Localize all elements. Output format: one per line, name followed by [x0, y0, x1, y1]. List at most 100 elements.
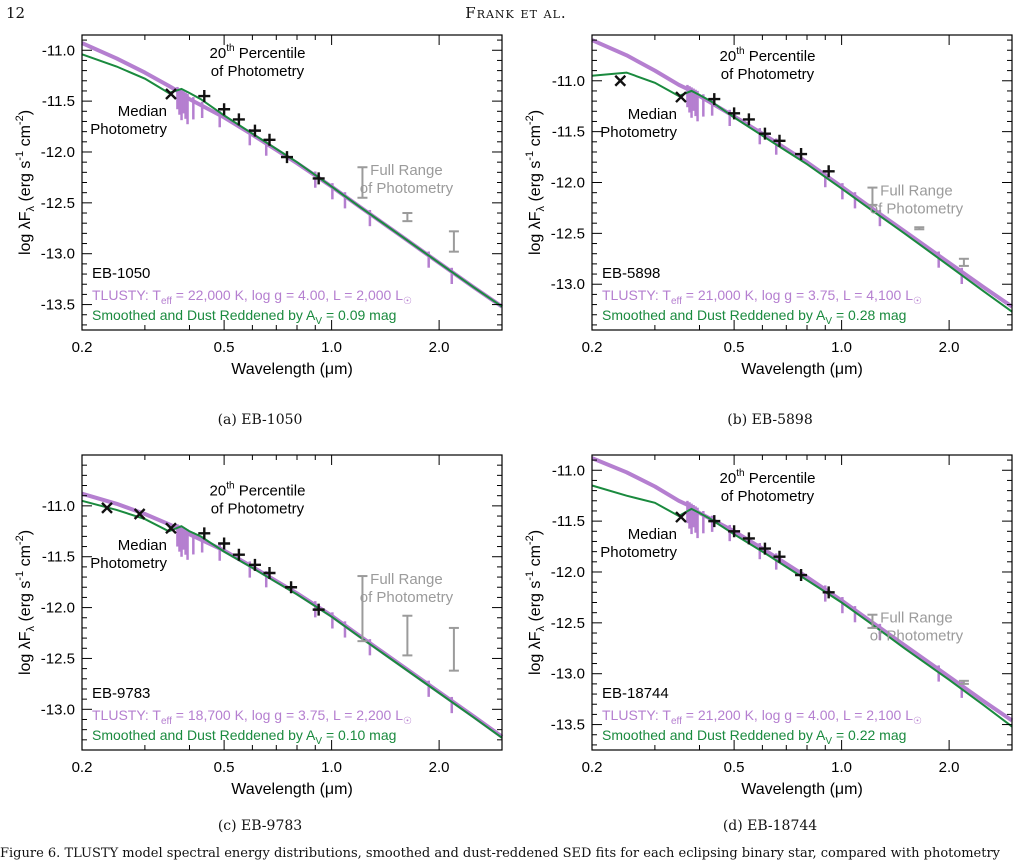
y-tick-label: -11.5: [552, 513, 585, 530]
percentile-label-line2: of Photometry: [721, 66, 815, 83]
y-label-unit: cm: [527, 545, 544, 571]
y-label-sup: -2: [524, 535, 536, 545]
median-photometry-label: Photometry: [90, 121, 167, 138]
smoothed-sub: V: [825, 736, 832, 747]
y-label-sup: -1: [524, 571, 536, 581]
smoothed-legend-text: Smoothed and Dust Reddened by AV = 0.22 …: [602, 727, 906, 747]
y-tick-label: -11.5: [42, 549, 75, 566]
subcaption-c: (c) EB-9783: [217, 818, 303, 834]
y-tick-label: -12.0: [41, 600, 75, 617]
y-label-main: log λF: [527, 631, 544, 675]
percentile-label: 20th Percentile: [210, 43, 306, 62]
median-photometry-label: Photometry: [600, 124, 677, 141]
x-tick-label: 2.0: [939, 339, 960, 356]
median-photometry-label: Photometry: [90, 555, 167, 572]
median-photometry-point: [614, 74, 627, 87]
percentile-photometry-point: [758, 542, 771, 555]
y-label-unit: ): [527, 530, 544, 535]
y-tick-label: -13.0: [41, 701, 75, 718]
tlusty-params: = 22,000 K, log g = 4.00, L = 2,000 L: [172, 287, 403, 303]
percentile-photometry-point: [198, 90, 211, 103]
y-axis-label: log λFλ (erg s-1 cm-2): [524, 530, 547, 675]
y-label-sup: -2: [524, 115, 536, 125]
y-label-sup: -1: [14, 151, 26, 161]
percentile-photometry-point: [795, 569, 808, 582]
y-tick-label: -13.0: [551, 666, 585, 683]
y-tick-label: -11.0: [42, 498, 75, 515]
percentile-photometry-point: [232, 548, 245, 561]
star-name-label: EB-9783: [92, 685, 150, 702]
percentile-label-sup: th: [226, 43, 234, 54]
percentile-label-line2: of Photometry: [211, 500, 305, 517]
y-label-unit: (erg s: [527, 161, 544, 206]
y-label-sub: λ: [25, 625, 37, 631]
lsun-symbol: ☉: [403, 716, 412, 727]
x-tick-label: 0.2: [72, 759, 93, 776]
tlusty-legend-text: TLUSTY: Teff = 21,200 K, log g = 4.00, L…: [602, 707, 922, 727]
y-tick-label: -11.0: [42, 42, 75, 59]
y-label-unit: ): [17, 110, 34, 115]
y-label-main: log λF: [17, 631, 34, 675]
percentile-photometry-point: [742, 113, 755, 126]
y-label-unit: ): [17, 530, 34, 535]
smoothed-model-line: [591, 484, 1013, 728]
smoothed-prefix: Smoothed and Dust Reddened by A: [92, 727, 316, 743]
y-tick-label: -12.5: [551, 615, 585, 632]
y-label-sub: λ: [25, 205, 37, 211]
y-label-unit: (erg s: [17, 161, 34, 206]
full-range-label: of Photometry: [360, 589, 454, 606]
x-tick-label: 0.5: [214, 339, 235, 356]
percentile-photometry-point: [248, 558, 261, 571]
percentile-label-sup: th: [226, 480, 234, 491]
y-tick-label: -13.5: [41, 297, 75, 314]
percentile-label-text: Percentile: [745, 48, 816, 65]
lsun-symbol: ☉: [913, 716, 922, 727]
x-tick-label: 0.2: [72, 339, 93, 356]
tlusty-prefix: TLUSTY: T: [92, 707, 161, 723]
subcaption-d: (d) EB-18744: [722, 818, 818, 834]
median-photometry-label: Median: [628, 106, 677, 123]
median-photometry-label: Median: [628, 526, 677, 543]
x-axis-label: Wavelength (μm): [231, 361, 353, 378]
smoothed-av: = 0.28 mag: [832, 307, 906, 323]
smoothed-legend-text: Smoothed and Dust Reddened by AV = 0.28 …: [602, 307, 906, 327]
tlusty-legend-text: TLUSTY: Teff = 21,000 K, log g = 3.75, L…: [602, 287, 922, 307]
percentile-photometry-point: [312, 603, 325, 616]
median-photometry-point: [165, 88, 177, 100]
y-label-sup: -1: [524, 151, 536, 161]
smoothed-av: = 0.22 mag: [832, 727, 906, 743]
tlusty-params: = 18,700 K, log g = 3.75, L = 2,200 L: [172, 707, 403, 723]
page-number: 12: [6, 4, 26, 22]
smoothed-sub: V: [825, 316, 832, 327]
percentile-label-line2: of Photometry: [211, 63, 305, 80]
percentile-label: 20th Percentile: [720, 46, 816, 65]
smoothed-model-line: [81, 499, 503, 739]
subcaption-b: (b) EB-5898: [727, 412, 813, 428]
smoothed-prefix: Smoothed and Dust Reddened by A: [602, 307, 826, 323]
y-tick-label: -12.0: [551, 564, 585, 581]
smoothed-prefix: Smoothed and Dust Reddened by A: [602, 727, 826, 743]
running-head: Frank et al.: [465, 4, 567, 22]
y-label-sup: -2: [14, 535, 26, 545]
y-label-unit: (erg s: [17, 581, 34, 626]
percentile-photometry-point: [263, 133, 276, 146]
x-tick-label: 2.0: [939, 759, 960, 776]
smoothed-sub: V: [315, 316, 322, 327]
y-label-sup: -1: [14, 571, 26, 581]
smoothed-sub: V: [315, 736, 322, 747]
star-name-label: EB-1050: [92, 265, 150, 282]
tlusty-sub: eff: [161, 716, 172, 727]
y-tick-label: -12.5: [41, 650, 75, 667]
y-label-main: log λF: [17, 211, 34, 255]
smoothed-legend-text: Smoothed and Dust Reddened by AV = 0.09 …: [92, 307, 396, 327]
percentile-label-text: Percentile: [235, 45, 306, 62]
y-axis-label: log λFλ (erg s-1 cm-2): [524, 110, 547, 255]
tlusty-sub: eff: [161, 296, 172, 307]
y-tick-label: -11.0: [552, 462, 585, 479]
tlusty-legend-text: TLUSTY: Teff = 22,000 K, log g = 4.00, L…: [92, 287, 412, 307]
x-tick-label: 2.0: [429, 759, 450, 776]
percentile-photometry-point: [248, 124, 261, 137]
